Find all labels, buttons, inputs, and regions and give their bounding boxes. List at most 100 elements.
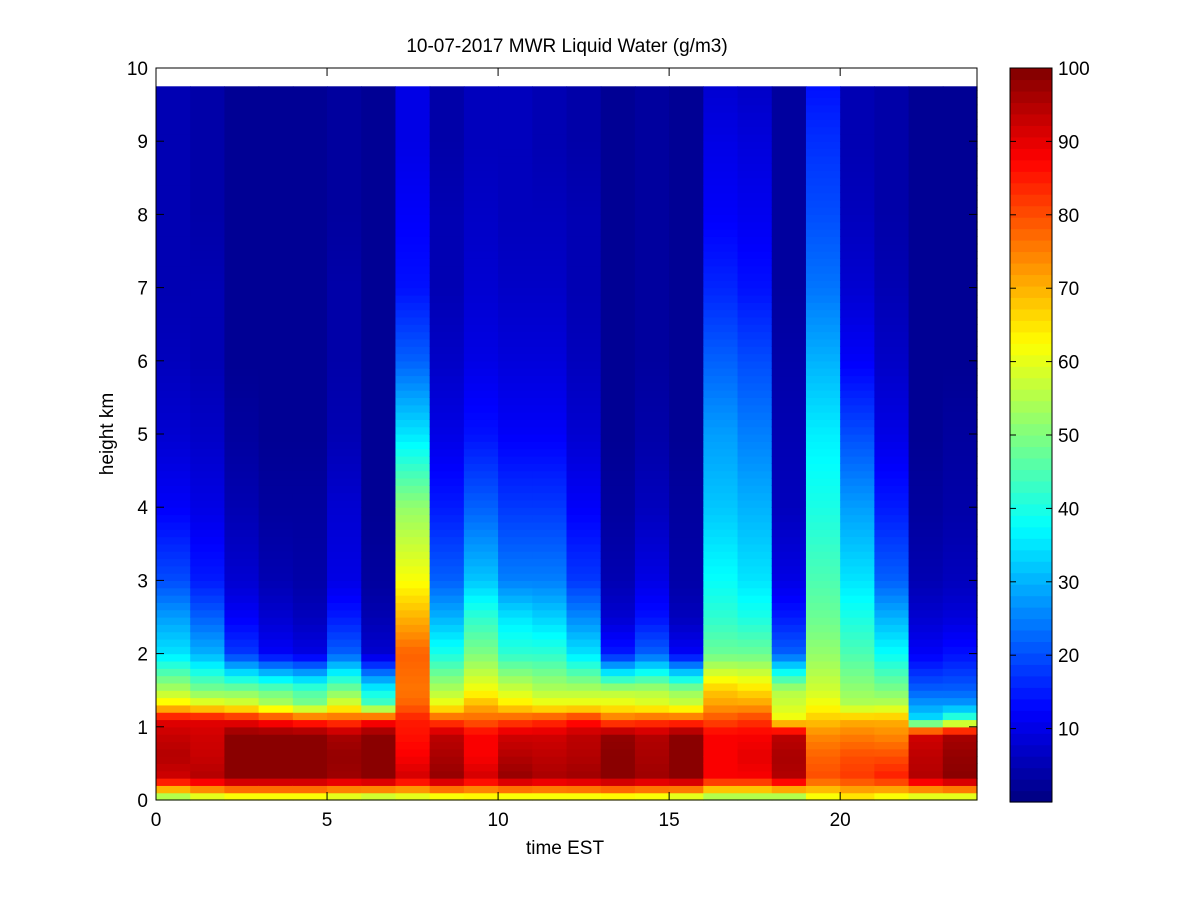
heatmap-cell — [737, 185, 773, 194]
heatmap-cell — [874, 397, 910, 406]
heatmap-cell — [190, 682, 226, 691]
heatmap-cell — [600, 185, 636, 194]
heatmap-cell — [498, 419, 533, 428]
heatmap-cell — [840, 346, 875, 355]
heatmap-cell — [942, 595, 978, 603]
heatmap-cell — [258, 111, 294, 120]
heatmap-cell — [634, 185, 670, 194]
heatmap-cell — [600, 360, 636, 369]
heatmap-cell — [292, 148, 328, 157]
heatmap-cell — [361, 89, 397, 98]
heatmap-cell — [190, 163, 226, 172]
heatmap-cell — [532, 514, 568, 523]
heatmap-cell — [737, 448, 773, 457]
heatmap-cell — [908, 682, 944, 691]
heatmap-cell — [498, 199, 533, 208]
heatmap-cell — [703, 346, 739, 355]
heatmap-cell — [498, 272, 533, 281]
heatmap-cell — [805, 368, 841, 377]
heatmap-cell — [463, 89, 499, 98]
heatmap-cell — [224, 133, 260, 142]
heatmap-cell — [874, 163, 910, 172]
heatmap-cell — [327, 86, 362, 91]
heatmap-cell — [737, 470, 773, 479]
heatmap-cell — [156, 199, 191, 208]
heatmap-cell — [874, 697, 910, 706]
heatmap-cell — [942, 668, 978, 677]
heatmap-cell — [703, 551, 739, 560]
heatmap-cell — [874, 477, 910, 486]
heatmap-cell — [703, 177, 739, 186]
heatmap-cell — [874, 316, 910, 325]
heatmap-cell — [395, 353, 431, 362]
heatmap-cell — [327, 763, 362, 772]
heatmap-cell — [634, 682, 670, 691]
heatmap-cell — [566, 441, 602, 450]
heatmap-cell — [292, 455, 328, 464]
heatmap-cell — [224, 609, 260, 618]
heatmap-cell — [258, 646, 294, 655]
heatmap-cell — [874, 199, 910, 208]
heatmap-cell — [327, 133, 362, 142]
heatmap-cell — [805, 660, 841, 669]
heatmap-cell — [805, 331, 841, 340]
heatmap-cell — [600, 243, 636, 252]
colorbar-segment — [1010, 503, 1052, 516]
heatmap-cell — [463, 529, 499, 538]
heatmap-cell — [942, 682, 978, 691]
heatmap-cell — [532, 119, 568, 128]
heatmap-cell — [395, 221, 431, 230]
heatmap-cell — [703, 287, 739, 296]
heatmap-cell — [190, 587, 226, 596]
heatmap-cell — [874, 170, 910, 179]
heatmap-cell — [429, 770, 465, 779]
heatmap-cell — [566, 741, 602, 750]
heatmap-cell — [395, 778, 431, 786]
heatmap-cell — [190, 602, 226, 611]
heatmap-cell — [771, 748, 807, 757]
heatmap-cell — [942, 324, 978, 333]
heatmap-cell — [361, 302, 397, 311]
heatmap-cell — [874, 126, 910, 135]
heatmap-cell — [908, 426, 944, 435]
heatmap-cell — [190, 521, 226, 530]
heatmap-cell — [258, 638, 294, 647]
heatmap-cell — [463, 214, 499, 223]
heatmap-cell — [840, 543, 875, 552]
heatmap-cell — [395, 617, 431, 625]
heatmap-cell — [292, 660, 328, 669]
heatmap-cell — [703, 236, 739, 245]
heatmap-cell — [327, 653, 362, 662]
heatmap-cell — [361, 294, 397, 303]
heatmap-cell — [771, 660, 807, 669]
heatmap-cell — [908, 624, 944, 633]
heatmap-cell — [874, 543, 910, 552]
heatmap-cell — [771, 719, 807, 728]
heatmap-cell — [429, 104, 465, 113]
heatmap-cell — [361, 697, 397, 706]
heatmap-cell — [224, 741, 260, 750]
heatmap-cell — [703, 580, 739, 589]
heatmap-cell — [498, 463, 533, 472]
heatmap-cell — [395, 441, 431, 450]
heatmap-cell — [292, 529, 328, 538]
heatmap-cell — [429, 675, 465, 684]
heatmap-cell — [292, 404, 328, 413]
heatmap-cell — [395, 521, 431, 530]
heatmap-cell — [737, 280, 773, 289]
heatmap-cell — [258, 697, 294, 706]
heatmap-cell — [908, 397, 944, 406]
heatmap-cell — [874, 675, 910, 684]
heatmap-cell — [771, 543, 807, 552]
heatmap-cell — [463, 741, 499, 750]
heatmap-cell — [737, 741, 773, 750]
heatmap-cell — [327, 477, 362, 486]
heatmap-cell — [498, 346, 533, 355]
heatmap-cell — [532, 104, 568, 113]
heatmap-cell — [532, 756, 568, 764]
y-tick-label: 3 — [137, 571, 148, 592]
heatmap-cell — [805, 126, 841, 135]
heatmap-cell — [224, 587, 260, 596]
heatmap-cell — [156, 177, 191, 186]
heatmap-cell — [258, 265, 294, 274]
